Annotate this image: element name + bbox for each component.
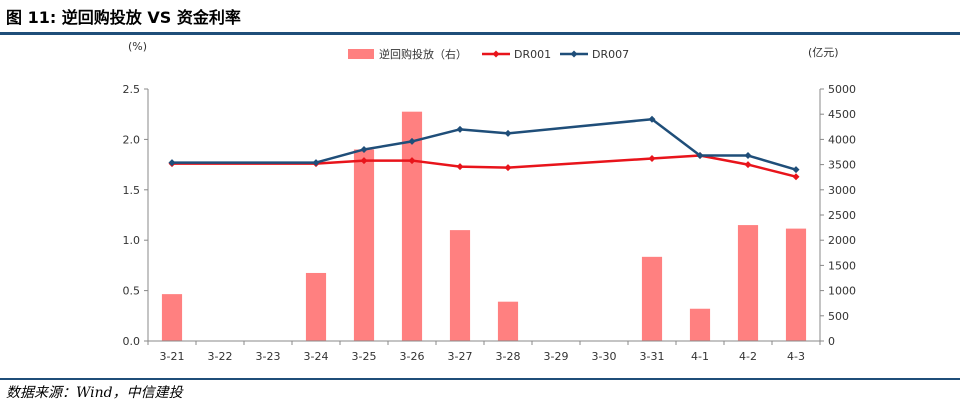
data-point bbox=[408, 137, 416, 145]
data-point bbox=[504, 129, 512, 137]
data-point bbox=[456, 125, 464, 133]
x-tick-label: 4-1 bbox=[691, 350, 709, 363]
data-point bbox=[648, 155, 656, 163]
bar bbox=[449, 230, 471, 341]
x-tick-label: 4-2 bbox=[739, 350, 757, 363]
x-tick-label: 3-23 bbox=[256, 350, 281, 363]
chart: 0.0 0.5 1.0 1.5 2.0 2.5 0 500 1000 1500 2000 2500 30… bbox=[123, 40, 857, 363]
bar bbox=[641, 256, 663, 341]
data-point bbox=[792, 166, 800, 174]
right-tick-label: 2500 bbox=[828, 209, 856, 222]
title-rule bbox=[0, 32, 960, 35]
legend-label: 逆回购投放（右） bbox=[379, 47, 467, 61]
data-point bbox=[408, 157, 416, 165]
data-point bbox=[168, 159, 176, 167]
right-tick-label: 0 bbox=[828, 335, 835, 348]
data-point bbox=[744, 161, 752, 169]
legend-item: DR007 bbox=[560, 48, 629, 61]
bar bbox=[353, 149, 375, 341]
data-point bbox=[504, 164, 512, 172]
source-note: 数据来源：Wind，中信建投 bbox=[6, 385, 183, 401]
legend-item: 逆回购投放（右） bbox=[348, 47, 467, 61]
x-tick-label: 3-28 bbox=[496, 350, 521, 363]
data-point bbox=[792, 173, 800, 181]
line-series bbox=[168, 115, 800, 181]
right-tick-label: 4500 bbox=[828, 108, 856, 121]
x-tick-label: 3-29 bbox=[544, 350, 569, 363]
bar bbox=[497, 301, 519, 341]
bar bbox=[785, 228, 807, 341]
x-tick-label: 4-3 bbox=[787, 350, 805, 363]
right-tick-label: 2000 bbox=[828, 234, 856, 247]
legend: 逆回购投放（右） DR001 DR007 bbox=[348, 47, 629, 61]
data-point bbox=[456, 163, 464, 171]
data-point bbox=[360, 157, 368, 165]
legend-swatch bbox=[348, 49, 374, 59]
legend-marker bbox=[492, 50, 500, 58]
x-tick-label: 3-31 bbox=[640, 350, 665, 363]
bar-series bbox=[161, 111, 807, 342]
x-tick-label: 3-30 bbox=[592, 350, 617, 363]
data-point bbox=[696, 152, 704, 160]
bar bbox=[737, 225, 759, 341]
bar bbox=[689, 308, 711, 341]
x-tick-label: 3-26 bbox=[400, 350, 425, 363]
left-tick-label: 0.5 bbox=[123, 285, 141, 298]
axes: 0.0 0.5 1.0 1.5 2.0 2.5 0 500 1000 1500 2000 2500 30… bbox=[123, 40, 857, 363]
bar bbox=[161, 294, 183, 341]
right-tick-label: 1000 bbox=[828, 285, 856, 298]
legend-label: DR007 bbox=[592, 48, 629, 61]
x-tick-label: 3-25 bbox=[352, 350, 377, 363]
data-point bbox=[312, 159, 320, 167]
left-tick-label: 2.0 bbox=[123, 133, 141, 146]
bar bbox=[401, 111, 423, 342]
left-axis-label: (%) bbox=[128, 40, 147, 53]
legend-label: DR001 bbox=[514, 48, 551, 61]
right-tick-label: 1500 bbox=[828, 259, 856, 272]
left-tick-label: 2.5 bbox=[123, 83, 141, 96]
data-point bbox=[648, 115, 656, 123]
x-tick-label: 3-21 bbox=[160, 350, 185, 363]
x-tick-label: 3-22 bbox=[208, 350, 233, 363]
left-tick-label: 1.0 bbox=[123, 234, 141, 247]
footer-rule bbox=[0, 378, 960, 380]
chart-title: 图 11: 逆回购投放 VS 资金利率 bbox=[6, 8, 241, 27]
legend-marker bbox=[570, 50, 578, 58]
series-line-dr001 bbox=[172, 154, 797, 178]
series-line-dr007 bbox=[172, 117, 797, 171]
left-tick-label: 1.5 bbox=[123, 184, 141, 197]
right-tick-label: 500 bbox=[828, 310, 849, 323]
right-axis-label: (亿元) bbox=[808, 46, 839, 59]
right-tick-label: 3000 bbox=[828, 184, 856, 197]
legend-item: DR001 bbox=[482, 48, 551, 61]
data-point bbox=[744, 152, 752, 160]
x-tick-label: 3-24 bbox=[304, 350, 329, 363]
data-point bbox=[360, 145, 368, 153]
bar bbox=[305, 272, 327, 341]
x-tick-label: 3-27 bbox=[448, 350, 473, 363]
right-tick-label: 4000 bbox=[828, 133, 856, 146]
left-tick-label: 0.0 bbox=[123, 335, 141, 348]
right-tick-label: 3500 bbox=[828, 159, 856, 172]
right-tick-label: 5000 bbox=[828, 83, 856, 96]
